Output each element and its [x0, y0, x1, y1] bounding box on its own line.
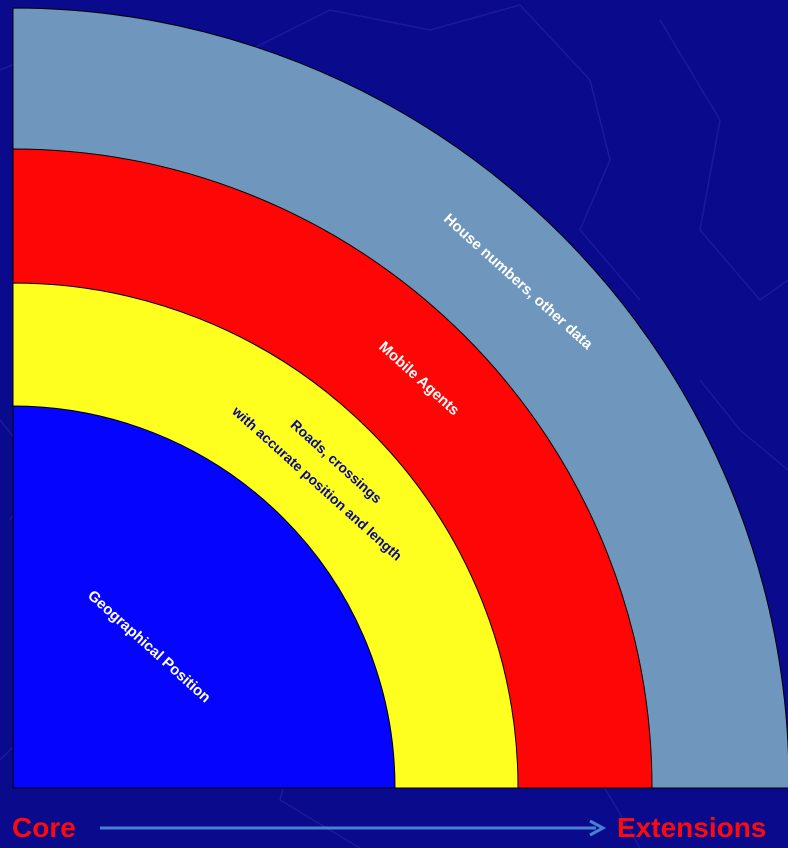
core-label: Core	[12, 812, 76, 843]
layer-geographical-position	[12, 405, 396, 789]
extensions-label: Extensions	[617, 812, 767, 843]
